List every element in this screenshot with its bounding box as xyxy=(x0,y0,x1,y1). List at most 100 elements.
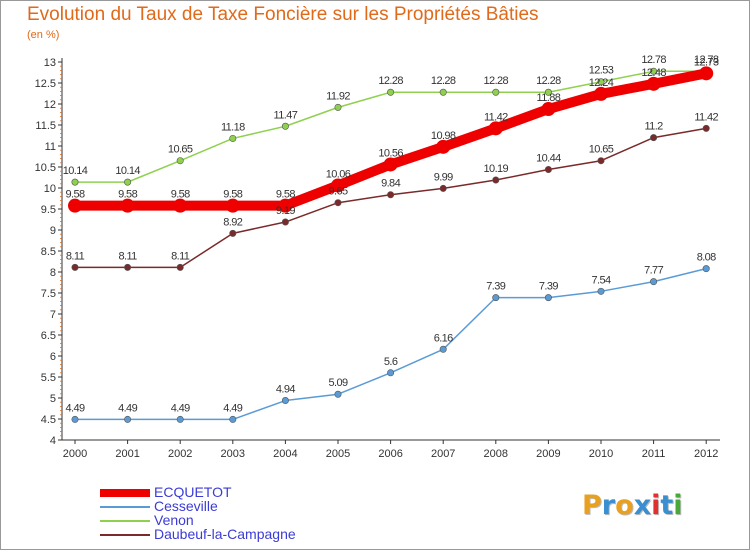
data-label: 10.19 xyxy=(484,163,509,175)
data-point xyxy=(124,415,132,423)
y-tick-label: 9 xyxy=(50,225,56,237)
data-point xyxy=(176,415,184,423)
y-tick-label: 11.5 xyxy=(35,120,56,132)
x-tick-label: 2009 xyxy=(536,448,560,460)
y-tick-label: 4 xyxy=(50,435,56,447)
data-label: 12.28 xyxy=(536,75,561,87)
data-point xyxy=(331,178,345,193)
data-label: 11.42 xyxy=(484,111,508,123)
x-tick-label: 2004 xyxy=(273,448,297,460)
data-label: 9.65 xyxy=(328,186,347,198)
y-tick-label: 4.5 xyxy=(41,414,56,426)
logo-letter: i xyxy=(651,490,661,521)
data-point xyxy=(229,229,237,237)
data-point xyxy=(488,121,503,136)
data-label: 12.73 xyxy=(694,56,719,68)
x-tick-label: 2005 xyxy=(326,448,350,460)
legend-label: Venon xyxy=(154,512,194,528)
data-point xyxy=(544,166,552,174)
data-label: 10.14 xyxy=(115,165,140,177)
data-label: 8.11 xyxy=(118,250,137,262)
data-point xyxy=(124,178,132,186)
data-label: 8.08 xyxy=(697,252,716,264)
data-label: 12.28 xyxy=(484,75,509,87)
data-point xyxy=(281,122,289,130)
data-point xyxy=(594,86,608,101)
legend-label: ECQUETOT xyxy=(154,484,232,500)
x-tick-label: 2012 xyxy=(694,448,718,460)
x-tick-label: 2010 xyxy=(589,448,613,460)
data-label: 7.39 xyxy=(486,281,505,293)
proxiti-logo: Proxiti xyxy=(582,490,683,521)
data-point xyxy=(597,157,605,165)
data-label: 11.42 xyxy=(694,111,718,123)
data-label: 12.24 xyxy=(589,77,614,89)
data-label: 4.49 xyxy=(65,402,84,414)
data-label: 7.39 xyxy=(539,281,558,293)
data-point xyxy=(120,198,135,213)
data-point xyxy=(544,88,552,96)
data-label: 12.53 xyxy=(589,65,614,77)
data-point xyxy=(544,294,552,302)
data-point xyxy=(702,265,710,273)
data-label: 12.78 xyxy=(694,54,719,66)
data-point xyxy=(650,278,658,286)
data-point xyxy=(597,287,605,295)
data-label: 11.47 xyxy=(274,109,298,121)
data-point xyxy=(173,198,188,213)
data-label: 7.77 xyxy=(644,265,663,277)
data-point xyxy=(68,198,82,213)
y-tick-label: 10 xyxy=(44,183,56,195)
legend-swatch xyxy=(100,534,150,536)
data-label: 12.48 xyxy=(641,67,666,79)
chart-subtitle: (en %) xyxy=(27,29,60,41)
data-point xyxy=(702,124,710,132)
y-tick-label: 12.5 xyxy=(35,78,56,90)
data-label: 9.99 xyxy=(434,171,453,183)
x-tick-label: 2001 xyxy=(115,448,139,460)
data-label: 9.58 xyxy=(276,189,295,201)
data-point xyxy=(225,198,240,213)
data-point xyxy=(492,88,500,96)
logo-letter: r xyxy=(601,490,616,521)
data-label: 9.19 xyxy=(276,205,295,217)
data-label: 6.16 xyxy=(434,332,453,344)
data-label: 8.11 xyxy=(171,250,190,262)
data-point xyxy=(334,103,342,111)
data-point xyxy=(492,176,500,184)
data-label: 9.58 xyxy=(118,189,137,201)
data-point xyxy=(229,415,237,423)
data-point xyxy=(387,191,395,199)
data-point xyxy=(646,76,661,91)
data-point xyxy=(334,199,342,207)
data-point xyxy=(281,218,289,226)
y-tick-label: 5 xyxy=(50,393,56,405)
logo-letter: P xyxy=(582,490,602,521)
data-point xyxy=(71,178,79,186)
x-tick-label: 2000 xyxy=(63,448,87,460)
data-label: 5.09 xyxy=(328,377,347,389)
x-tick-label: 2006 xyxy=(378,448,402,460)
data-point xyxy=(387,369,395,377)
data-label: 11.92 xyxy=(326,90,350,102)
logo-letter: i xyxy=(673,490,683,521)
y-tick-label: 7.5 xyxy=(41,288,56,300)
data-point xyxy=(699,66,714,81)
data-label: 10.44 xyxy=(536,153,561,165)
legend-swatch xyxy=(100,506,150,508)
data-label: 4.49 xyxy=(171,402,190,414)
logo-letter: o xyxy=(615,490,634,521)
y-tick-label: 8 xyxy=(50,267,56,279)
data-point xyxy=(439,345,447,353)
y-tick-label: 12 xyxy=(44,99,56,111)
data-label: 8.11 xyxy=(66,250,85,262)
legend-label: Daubeuf-la-Campagne xyxy=(154,526,296,542)
data-point xyxy=(281,397,289,405)
data-label: 12.28 xyxy=(378,75,403,87)
data-label: 7.54 xyxy=(591,274,610,286)
data-point xyxy=(541,102,556,117)
y-tick-label: 9.5 xyxy=(41,204,56,216)
data-point xyxy=(176,263,184,271)
data-point xyxy=(387,88,395,96)
